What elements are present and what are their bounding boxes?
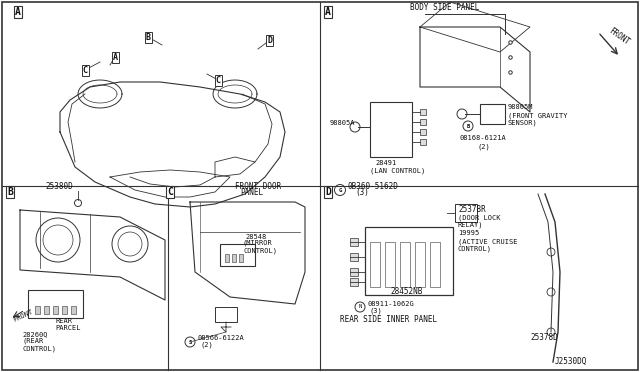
Text: (REAR: (REAR: [22, 338, 44, 344]
Circle shape: [350, 122, 360, 132]
Bar: [420, 139, 426, 145]
Bar: [220, 244, 255, 266]
Text: 19995: 19995: [458, 230, 479, 236]
Text: S: S: [188, 340, 191, 344]
Text: PARCEL: PARCEL: [55, 325, 81, 331]
Circle shape: [118, 232, 142, 256]
Circle shape: [547, 248, 555, 256]
Text: D: D: [268, 35, 273, 45]
Text: FRONT: FRONT: [607, 27, 631, 47]
Bar: [53, 306, 58, 314]
Text: (3): (3): [370, 308, 383, 314]
Bar: [71, 306, 76, 314]
Circle shape: [457, 109, 467, 119]
Text: CONTROL): CONTROL): [243, 247, 277, 253]
Text: C: C: [167, 187, 173, 197]
Text: 28452NB: 28452NB: [390, 287, 422, 296]
Bar: [350, 238, 358, 246]
Text: FRONT DOOR: FRONT DOOR: [235, 182, 281, 191]
Circle shape: [463, 121, 473, 131]
Text: PANEL: PANEL: [240, 188, 263, 197]
Text: (MIRROR: (MIRROR: [243, 240, 273, 247]
Bar: [62, 306, 67, 314]
Text: (2): (2): [478, 143, 491, 150]
Bar: [44, 306, 49, 314]
Circle shape: [547, 328, 555, 336]
Circle shape: [43, 225, 73, 255]
Circle shape: [74, 199, 81, 206]
Bar: [385, 242, 395, 287]
Bar: [420, 109, 426, 115]
Text: 25380D: 25380D: [45, 182, 73, 191]
Text: C: C: [216, 76, 221, 84]
Bar: [420, 129, 426, 135]
Text: A: A: [113, 52, 118, 61]
Text: 28260Q: 28260Q: [22, 331, 47, 337]
Circle shape: [355, 302, 365, 312]
Bar: [350, 268, 358, 276]
Text: (ACTIVE CRUISE: (ACTIVE CRUISE: [458, 238, 518, 244]
Bar: [225, 254, 229, 262]
Bar: [365, 227, 453, 295]
Circle shape: [335, 185, 346, 196]
Text: 0B360-5162D: 0B360-5162D: [348, 182, 399, 191]
Text: B: B: [7, 187, 13, 197]
Text: J2530DQ: J2530DQ: [555, 357, 588, 366]
Text: RELAY): RELAY): [458, 221, 483, 228]
Text: 25378D: 25378D: [530, 333, 557, 342]
Bar: [350, 278, 358, 286]
Text: CONTROL): CONTROL): [22, 345, 56, 352]
Text: B: B: [145, 32, 150, 42]
Bar: [480, 104, 505, 124]
Text: BODY SIDE PANEL: BODY SIDE PANEL: [410, 3, 480, 12]
Bar: [215, 307, 237, 322]
Text: FRONT: FRONT: [12, 309, 34, 323]
Text: CONTROL): CONTROL): [458, 246, 492, 253]
Text: 08168-6121A: 08168-6121A: [460, 135, 507, 141]
Text: SENSOR): SENSOR): [508, 119, 538, 125]
Bar: [415, 242, 425, 287]
Text: 08566-6122A: 08566-6122A: [198, 335, 244, 341]
Text: G: G: [339, 187, 342, 192]
Text: (FRONT GRAVITY: (FRONT GRAVITY: [508, 112, 568, 119]
Text: N: N: [358, 305, 362, 310]
Circle shape: [112, 226, 148, 262]
Bar: [420, 119, 426, 125]
Bar: [400, 242, 410, 287]
Text: (2): (2): [200, 342, 212, 349]
Circle shape: [547, 288, 555, 296]
Circle shape: [185, 337, 195, 347]
Bar: [370, 102, 412, 157]
Bar: [430, 242, 440, 287]
Text: (LAN CONTROL): (LAN CONTROL): [370, 167, 425, 173]
Text: REAR: REAR: [55, 318, 72, 324]
Text: B: B: [467, 124, 470, 128]
Text: A: A: [325, 7, 331, 17]
Bar: [232, 254, 236, 262]
Text: 28548: 28548: [245, 234, 266, 240]
Text: (DOOR LOCK: (DOOR LOCK: [458, 214, 500, 221]
Text: 28491: 28491: [375, 160, 396, 166]
Text: A: A: [15, 7, 21, 17]
Text: D: D: [325, 187, 331, 197]
Text: 08911-1062G: 08911-1062G: [368, 301, 415, 307]
Bar: [350, 253, 358, 261]
Bar: [35, 306, 40, 314]
Text: (3): (3): [355, 188, 369, 197]
Text: 98805A: 98805A: [330, 120, 355, 126]
Bar: [455, 204, 477, 222]
Bar: [370, 242, 380, 287]
Text: C: C: [83, 65, 88, 74]
Bar: [239, 254, 243, 262]
Circle shape: [36, 218, 80, 262]
Bar: [28, 290, 83, 318]
Text: 25378R: 25378R: [458, 205, 486, 214]
Text: 98805M: 98805M: [508, 104, 534, 110]
Text: REAR SIDE INNER PANEL: REAR SIDE INNER PANEL: [340, 315, 437, 324]
